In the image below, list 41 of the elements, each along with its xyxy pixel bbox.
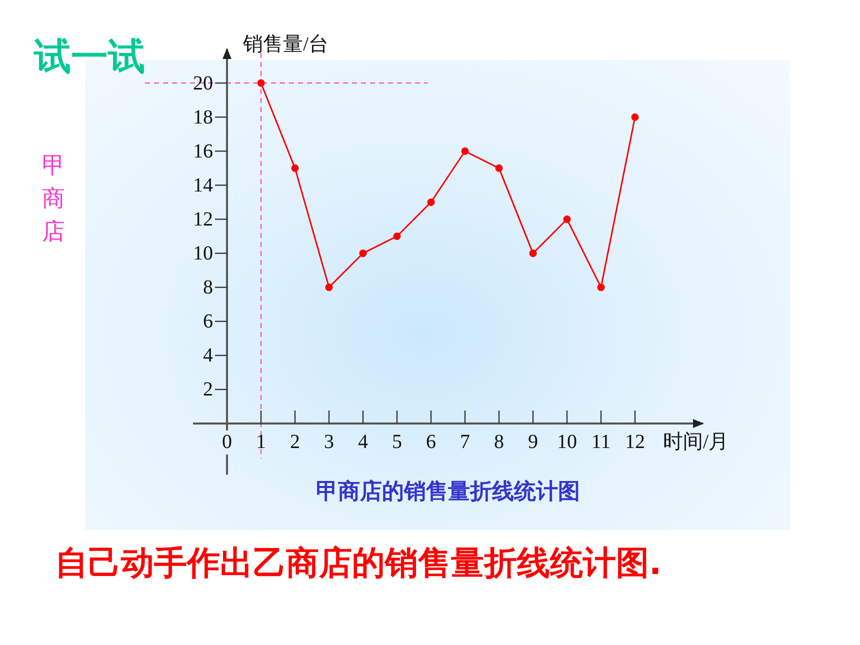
y-tick-label: 6 (203, 310, 213, 333)
point (529, 250, 537, 258)
point (393, 232, 401, 240)
point (325, 284, 333, 292)
text: 自己动手作出乙商店的销售量折线统计图. (55, 543, 662, 582)
point (495, 164, 503, 172)
point (291, 164, 299, 172)
y-tick-label: 14 (193, 174, 213, 196)
y-tick-label: 16 (193, 140, 213, 162)
x-tick-label: 6 (426, 430, 436, 453)
x-axis-title: 时间/月 (663, 430, 729, 453)
point (597, 284, 605, 292)
y-tick-label: 10 (193, 242, 213, 265)
x-tick-label: 9 (528, 430, 538, 453)
x-tick-label: 1 (256, 430, 266, 453)
y-tick-label: 8 (203, 276, 213, 299)
y-tick-label: 18 (193, 106, 213, 128)
point (359, 250, 367, 258)
text: 甲商店 (42, 152, 66, 247)
point (427, 198, 435, 206)
x-tick-label: 10 (557, 430, 577, 453)
y-tick-label: 4 (203, 344, 213, 367)
y-tick-label: 12 (193, 208, 213, 230)
point (563, 215, 571, 223)
text: 甲商店的销售量折线统计图 (316, 478, 580, 505)
point (257, 79, 265, 87)
x-tick-label: 2 (290, 430, 300, 453)
x-tick-label: 0 (222, 430, 232, 453)
x-tick-label: 4 (358, 430, 368, 453)
x-tick-label: 11 (591, 430, 611, 453)
point (631, 113, 639, 121)
y-axis-title: 销售量/台 (242, 33, 329, 56)
x-tick-label: 12 (625, 430, 645, 453)
x-tick-label: 3 (324, 430, 334, 453)
y-tick-label: 20 (193, 72, 213, 94)
x-tick-label: 7 (460, 430, 470, 453)
x-tick-label: 5 (392, 430, 402, 453)
x-tick-label: 8 (494, 430, 504, 453)
point (461, 147, 469, 155)
y-tick-label: 2 (203, 378, 213, 401)
text: 试一试 (34, 35, 145, 79)
